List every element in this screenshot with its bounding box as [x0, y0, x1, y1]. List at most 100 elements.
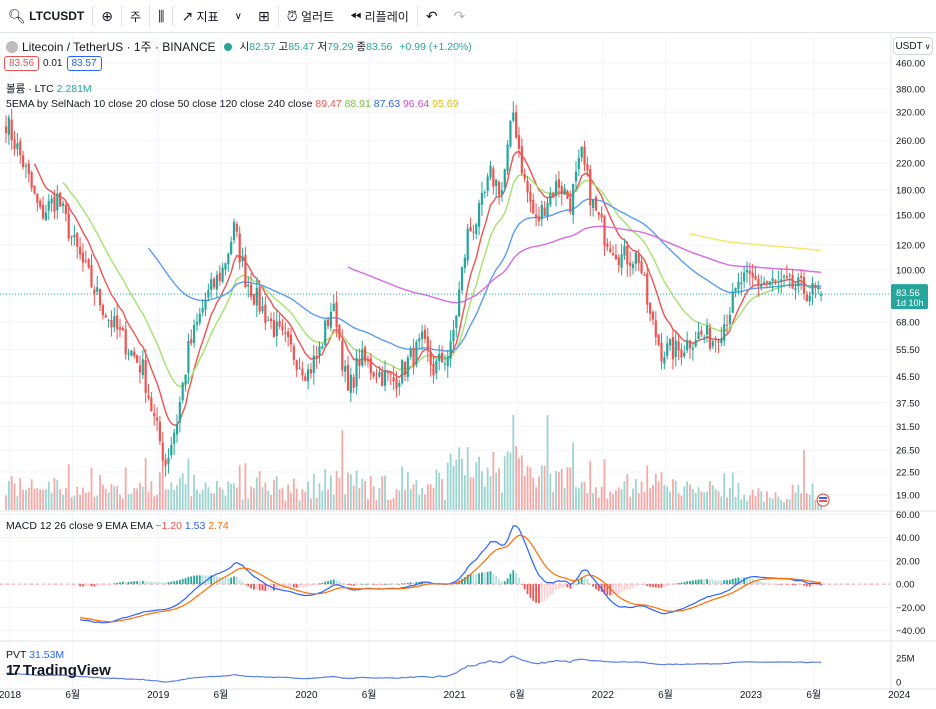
volume-bar: [751, 489, 754, 510]
candle: [389, 371, 392, 385]
volume-bar: [36, 487, 39, 510]
volume-bar: [127, 494, 130, 510]
volume-bar: [449, 453, 452, 510]
replay-button[interactable]: ⏪︎ 리플레이: [342, 0, 417, 33]
candle: [81, 243, 85, 272]
volume-bar: [632, 488, 634, 510]
volume-bar: [805, 493, 808, 510]
volume-bar: [666, 486, 669, 510]
ema-120-line: [347, 225, 822, 304]
us-flag-icon[interactable]: [816, 493, 830, 507]
pvt-legend[interactable]: PVT 31.53M: [6, 649, 64, 661]
chart-type-button[interactable]: ⫼: [150, 0, 172, 33]
candle: [549, 187, 552, 207]
volume-bar: [620, 489, 623, 510]
redo-button[interactable]: ↷: [446, 0, 474, 33]
volume-bar: [107, 492, 110, 510]
interval-button[interactable]: 주: [122, 0, 149, 33]
candle: [489, 160, 492, 180]
volume-bar: [233, 483, 235, 510]
ema-legend[interactable]: 5EMA by SelNach 10 close 20 close 50 clo…: [6, 98, 458, 110]
volume-bar: [22, 489, 24, 510]
macd-tick-label: −20.00: [896, 603, 925, 614]
compare-button[interactable]: ⊕: [93, 0, 121, 33]
candle: [104, 312, 107, 319]
candle: [497, 180, 501, 205]
candle: [594, 194, 598, 211]
volume-bar: [783, 502, 785, 510]
volume-bar: [483, 486, 486, 510]
candle: [30, 170, 33, 192]
macd-histogram-bar: [617, 584, 620, 595]
indicators-button[interactable]: ↗ 지표: [173, 0, 226, 33]
volume-bar: [463, 475, 466, 510]
candles-icon: ⫼: [158, 7, 165, 24]
volume-bar: [173, 489, 176, 510]
volume-bar: [495, 472, 498, 510]
volume-bar: [743, 494, 746, 510]
indicators-dropdown[interactable]: ∨: [227, 0, 250, 33]
time-axis[interactable]: 2018 6월 2019 6월 2020 6월 2021 6월 2022 6월 2023 6월 2024: [0, 689, 911, 701]
bid-price[interactable]: 83.56: [4, 56, 40, 71]
candle: [694, 331, 697, 348]
volume-bar: [808, 494, 811, 510]
candle: [480, 181, 484, 216]
macd-histogram-bar: [575, 583, 577, 585]
alerts-button[interactable]: ⏰︎ 얼러트: [279, 0, 342, 33]
macd-histogram-bar: [273, 584, 275, 591]
ask-price[interactable]: 83.57: [66, 56, 102, 71]
macd-histogram-bar: [509, 573, 512, 585]
candle: [600, 206, 603, 223]
volume-bar: [763, 501, 765, 510]
candle: [569, 190, 572, 215]
candle: [754, 265, 757, 281]
price-tick-label: 260.00: [896, 136, 925, 147]
macd-histogram-bar: [609, 584, 612, 596]
symbol-title[interactable]: Litecoin / TetherUS · 1주 · BINANCE: [22, 40, 216, 54]
candle: [369, 352, 372, 381]
macd-histogram-bar: [703, 579, 706, 585]
candle: [671, 329, 674, 370]
tradingview-logo[interactable]: 17 TradingView: [6, 662, 111, 679]
macd-histogram-bar: [640, 584, 643, 586]
candle: [651, 310, 655, 326]
candle: [59, 191, 62, 208]
price-axis[interactable]: 460.00 380.00 320.00 260.00 220.00 180.00 150.…: [0, 58, 928, 701]
candle: [326, 316, 330, 330]
candle: [640, 257, 643, 275]
macd-legend[interactable]: MACD 12 26 close 9 EMA EMA −1.20 1.53 2.…: [6, 520, 229, 532]
macd-histogram-bar: [649, 584, 651, 587]
toolbar-divider: [277, 6, 279, 26]
candle: [686, 331, 689, 353]
volume-bar: [432, 487, 435, 510]
currency-button[interactable]: USDT ∨: [893, 37, 933, 55]
symbol-search[interactable]: 🔍︎ LTCUSDT: [0, 0, 92, 33]
macd-histogram-bar: [378, 584, 381, 585]
macd-histogram-bar: [503, 581, 506, 585]
macd-histogram-bar: [93, 584, 96, 587]
macd-histogram-bar: [677, 582, 680, 585]
undo-button[interactable]: ↶: [418, 0, 446, 33]
candle: [318, 341, 321, 364]
candle: [193, 319, 196, 348]
volume-legend[interactable]: 볼륨 · LTC 2.281M: [6, 81, 95, 96]
macd-histogram-bar: [586, 579, 589, 585]
pvt-tick-label: 0: [896, 678, 901, 689]
macd-tick-label: 40.00: [896, 533, 920, 544]
macd-histogram-bar: [652, 584, 654, 588]
layout-button[interactable]: ⊞: [250, 0, 278, 33]
candle: [771, 269, 774, 292]
macd-histogram-bar: [637, 584, 640, 586]
volume-bar: [543, 465, 546, 510]
volume-bar: [264, 482, 267, 510]
candle: [748, 262, 751, 286]
candle: [392, 366, 395, 391]
macd-histogram-bar: [560, 584, 563, 589]
candle: [532, 193, 535, 214]
time-tick-label: 2020: [295, 690, 318, 701]
macd-histogram-bar: [298, 584, 301, 588]
macd-histogram-bar: [418, 581, 421, 585]
macd-histogram-bar: [774, 583, 777, 585]
